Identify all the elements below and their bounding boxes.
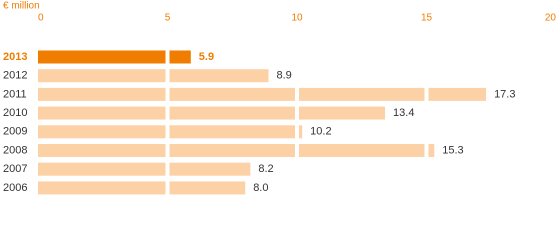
bar xyxy=(38,106,386,120)
page: € million 0 5 10 15 20 2013 5.9 2012 8.9 2011 17.3… xyxy=(3,0,558,196)
y-tick-label: 2011 xyxy=(3,88,27,100)
bar xyxy=(38,125,303,139)
value-label: 10.2 xyxy=(310,126,331,138)
chart: € million 0 5 10 15 20 2013 5.9 2012 8.9 2011 17.3… xyxy=(3,1,558,196)
value-label: 17.3 xyxy=(494,88,515,100)
value-label: 13.4 xyxy=(393,107,414,119)
x-tick-label: 20 xyxy=(545,13,557,24)
bar xyxy=(38,50,191,64)
value-label: 5.9 xyxy=(199,51,214,63)
bar xyxy=(38,144,435,157)
x-tick-label: 15 xyxy=(421,13,433,24)
y-tick-label: 2008 xyxy=(3,144,27,156)
x-tick-label: 0 xyxy=(38,13,44,24)
bar xyxy=(38,69,269,83)
x-tick-label: 5 xyxy=(165,13,171,24)
x-tick-label: 10 xyxy=(291,13,303,24)
bar xyxy=(38,181,246,195)
y-tick-label: 2006 xyxy=(3,182,27,194)
bar xyxy=(38,162,251,176)
y-tick-label: 2009 xyxy=(3,126,27,138)
axis-label: € million xyxy=(3,1,40,12)
y-tick-label: 2013 xyxy=(3,51,27,63)
y-tick-label: 2007 xyxy=(3,163,27,175)
y-tick-label: 2010 xyxy=(3,107,27,119)
value-label: 8.9 xyxy=(277,70,292,82)
y-tick-label: 2012 xyxy=(3,70,27,82)
value-label: 8.0 xyxy=(253,182,268,194)
value-label: 15.3 xyxy=(442,144,463,156)
bar xyxy=(38,87,487,101)
value-label: 8.2 xyxy=(258,163,273,175)
